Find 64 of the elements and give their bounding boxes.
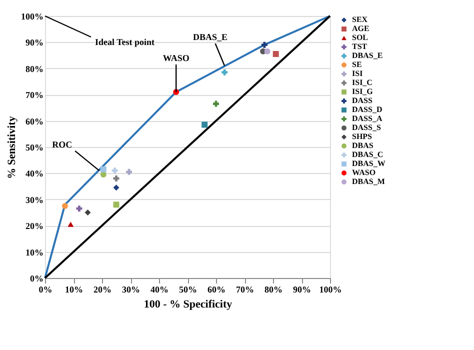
legend-label: ISI_C [352, 78, 373, 87]
annotation: DBAS_E [193, 32, 228, 42]
x-tick-label: 10% [65, 284, 83, 294]
legend-label: DBAS [352, 141, 374, 150]
point [222, 69, 228, 76]
annotation: ROC [52, 139, 72, 150]
legend-label: SHPS [352, 132, 373, 141]
x-tick-label: 60% [208, 284, 226, 294]
point [113, 202, 120, 208]
y-tick-label: 0% [30, 274, 44, 284]
legend-label: SE [352, 60, 362, 69]
y-axis-title: % Sensitivity [6, 116, 18, 179]
legend-label: DBAS_M [352, 177, 386, 186]
point [84, 210, 91, 216]
point [113, 175, 120, 182]
x-tick-label: 30% [122, 284, 140, 294]
y-tick-label: 90% [26, 38, 44, 48]
point [68, 222, 74, 227]
point [62, 202, 68, 209]
y-tick-label: 50% [26, 142, 44, 152]
legend-label: ISI_G [352, 87, 373, 96]
legend-label: SOL [352, 33, 368, 42]
x-tick-label: 80% [264, 284, 282, 294]
x-tick-label: 20% [94, 284, 112, 294]
legend-label: DASS [352, 96, 374, 105]
legend-label: WASO [352, 168, 376, 177]
y-tick-label: 100% [21, 12, 44, 22]
point [100, 166, 106, 172]
x-tick-label: 0% [38, 284, 52, 294]
legend-label: AGE [352, 24, 370, 33]
x-tick-label: 100% [319, 284, 342, 294]
x-axis-title: 100 - % Specificity [144, 298, 233, 310]
point [202, 122, 208, 128]
point [264, 48, 270, 54]
point [112, 168, 118, 174]
legend-label: DBAS_E [352, 51, 383, 60]
legend-label: TST [352, 42, 368, 51]
point [213, 100, 219, 107]
legend-label: SEX [352, 15, 368, 24]
x-tick-label: 90% [293, 284, 311, 294]
y-tick-label: 20% [26, 221, 44, 232]
y-tick-label: 30% [26, 194, 44, 205]
point [76, 206, 82, 212]
legend-label: DBAS_W [352, 159, 386, 168]
x-tick-label: 70% [236, 284, 254, 294]
point [261, 42, 268, 48]
y-tick-label: 40% [26, 168, 44, 179]
legend-label: DBAS_C [352, 150, 384, 159]
annotation: WASO [162, 52, 190, 63]
x-tick-label: 50% [179, 284, 197, 294]
point [113, 184, 120, 191]
point [100, 172, 106, 178]
legend-label: ISI [352, 69, 363, 78]
legend-label: DASS_S [352, 123, 382, 132]
point [272, 50, 279, 57]
y-tick-label: 80% [26, 64, 44, 74]
legend-label: DASS_A [352, 114, 382, 123]
y-tick-label: 60% [26, 116, 44, 126]
x-tick-label: 40% [150, 284, 168, 294]
legend-label: DASS_D [352, 105, 382, 114]
point [126, 168, 132, 175]
y-tick-label: 70% [26, 90, 44, 100]
y-tick-label: 10% [26, 247, 44, 258]
annotation: Ideal Test point [95, 37, 155, 47]
